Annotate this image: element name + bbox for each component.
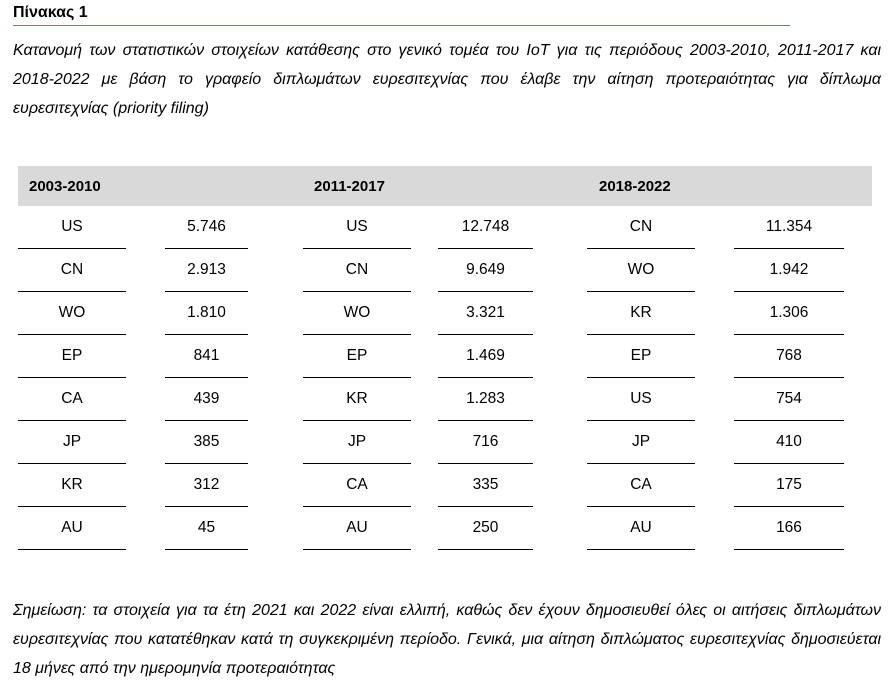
office-cell: WO bbox=[303, 292, 411, 335]
count-cell: 3.321 bbox=[438, 292, 533, 335]
count-cell: 166 bbox=[734, 507, 844, 550]
table-title: Πίνακας 1 bbox=[13, 3, 88, 23]
period-header-2011-2017: 2011-2017 bbox=[314, 166, 385, 206]
count-cell: 250 bbox=[438, 507, 533, 550]
office-cell: US bbox=[587, 378, 695, 421]
count-cell: 5.746 bbox=[165, 206, 248, 249]
office-cell: JP bbox=[303, 421, 411, 464]
table-note: Σημείωση: τα στοιχεία για τα έτη 2021 κα… bbox=[13, 596, 881, 683]
count-cell: 754 bbox=[734, 378, 844, 421]
office-cell: CN bbox=[303, 249, 411, 292]
office-cell: CN bbox=[587, 206, 695, 249]
office-cell: AU bbox=[587, 507, 695, 550]
office-cell: KR bbox=[587, 292, 695, 335]
count-cell: 12.748 bbox=[438, 206, 533, 249]
count-cell: 841 bbox=[165, 335, 248, 378]
period-header-2018-2022: 2018-2022 bbox=[599, 166, 671, 206]
office-cell: KR bbox=[18, 464, 126, 507]
office-cell: JP bbox=[587, 421, 695, 464]
count-cell: 45 bbox=[165, 507, 248, 550]
count-cell: 410 bbox=[734, 421, 844, 464]
count-cell: 768 bbox=[734, 335, 844, 378]
office-cell: JP bbox=[18, 421, 126, 464]
office-cell: EP bbox=[303, 335, 411, 378]
office-cell: CA bbox=[303, 464, 411, 507]
title-underline bbox=[13, 25, 790, 26]
count-cell: 1.942 bbox=[734, 249, 844, 292]
table-header-row: 2003-2010 2011-2017 2018-2022 bbox=[18, 166, 872, 206]
office-cell: CN bbox=[18, 249, 126, 292]
count-cell: 439 bbox=[165, 378, 248, 421]
office-cell: US bbox=[303, 206, 411, 249]
count-cell: 175 bbox=[734, 464, 844, 507]
office-cell: EP bbox=[587, 335, 695, 378]
count-cell: 9.649 bbox=[438, 249, 533, 292]
office-cell: WO bbox=[18, 292, 126, 335]
period-header-2003-2010: 2003-2010 bbox=[29, 166, 101, 206]
office-cell: US bbox=[18, 206, 126, 249]
count-cell: 385 bbox=[165, 421, 248, 464]
office-cell: KR bbox=[303, 378, 411, 421]
office-cell: EP bbox=[18, 335, 126, 378]
count-cell: 1.469 bbox=[438, 335, 533, 378]
count-cell: 1.306 bbox=[734, 292, 844, 335]
office-cell: CA bbox=[587, 464, 695, 507]
office-cell: CA bbox=[18, 378, 126, 421]
count-cell: 716 bbox=[438, 421, 533, 464]
count-cell: 11.354 bbox=[734, 206, 844, 249]
table-caption: Κατανομή των στατιστικών στοιχείων κατάθ… bbox=[13, 36, 881, 123]
count-cell: 1.810 bbox=[165, 292, 248, 335]
office-cell: AU bbox=[18, 507, 126, 550]
count-cell: 1.283 bbox=[438, 378, 533, 421]
count-cell: 2.913 bbox=[165, 249, 248, 292]
count-cell: 335 bbox=[438, 464, 533, 507]
office-cell: WO bbox=[587, 249, 695, 292]
count-cell: 312 bbox=[165, 464, 248, 507]
office-cell: AU bbox=[303, 507, 411, 550]
